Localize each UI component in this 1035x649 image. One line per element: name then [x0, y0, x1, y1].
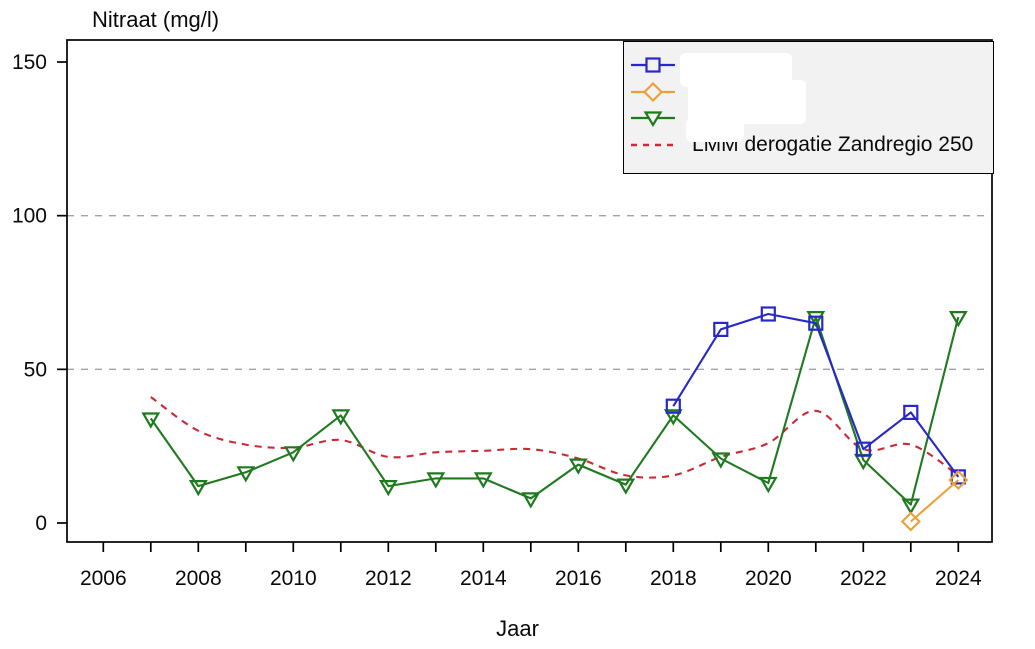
x-tick-label: 2010: [270, 567, 317, 590]
x-tick-label: 2014: [460, 567, 507, 590]
marker-blue-squares-2020: [760, 306, 776, 322]
y-tick-label: 100: [12, 205, 47, 228]
marker-blue-squares-2021: [808, 315, 824, 331]
marker-green-triangles-2016: [568, 458, 588, 475]
series-line-orange-diamonds: [910, 479, 959, 523]
marker-green-triangles-2024: [948, 311, 968, 328]
x-tick-label: 2006: [80, 567, 127, 590]
marker-green-triangles-2023: [901, 498, 921, 515]
chart-title: Nitraat (mg/l): [92, 7, 220, 32]
marker-green-triangles-2014: [473, 472, 493, 489]
x-tick-label: 2012: [365, 567, 412, 590]
redacted-label-patch: [688, 80, 806, 124]
series-line-green-triangles: [149, 316, 960, 506]
legend-row-green: [630, 105, 993, 132]
marker-green-triangles-2009: [236, 466, 256, 483]
marker-green-triangles-2007: [141, 412, 161, 429]
x-tick-label: 2016: [555, 567, 602, 590]
marker-green-triangles-2021: [806, 311, 826, 328]
marker-green-triangles-2017: [616, 478, 636, 495]
x-tick-label: 2008: [175, 567, 222, 590]
legend-box: LMM derogatie Zandregio 250: [623, 41, 994, 174]
x-tick-label: 2022: [840, 567, 887, 590]
y-tick-label: 0: [35, 512, 47, 535]
red-dashed-line-icon: [631, 143, 675, 146]
series-line-blue-squares: [672, 312, 960, 478]
marker-blue-squares-2018: [665, 398, 681, 414]
blue-square-line-icon: [631, 57, 675, 73]
plot-border: [66, 39, 993, 543]
marker-blue-squares-2019: [713, 321, 729, 337]
green-triangle-line-icon: [631, 111, 675, 128]
marker-blue-squares-2022: [855, 441, 871, 457]
x-tick-label: 2020: [745, 567, 792, 590]
y-tick-label: 50: [24, 358, 47, 381]
x-tick-label: 2024: [935, 567, 982, 590]
orange-diamond-line-icon: [631, 81, 675, 102]
y-tick-label: 150: [12, 51, 47, 74]
marker-green-triangles-2015: [521, 492, 541, 509]
marker-green-triangles-2018: [663, 409, 683, 426]
marker-green-triangles-2013: [426, 472, 446, 489]
marker-blue-squares-2023: [903, 404, 919, 420]
x-tick-label: 2018: [650, 567, 697, 590]
series-line-red-reference: [150, 396, 959, 479]
legend-row-lmm: LMM derogatie Zandregio 250: [630, 132, 993, 159]
marker-orange-diamonds-2023: [900, 511, 921, 532]
legend-row-blue: [630, 52, 993, 79]
marker-green-triangles-2008: [188, 480, 208, 497]
redacted-label-patch: [686, 118, 744, 142]
x-axis-title: Jaar: [496, 616, 539, 641]
marker-green-triangles-2012: [378, 480, 398, 497]
marker-green-triangles-2019: [711, 452, 731, 469]
legend-row-orange: [630, 79, 993, 106]
marker-orange-diamonds-2024: [948, 469, 969, 491]
marker-green-triangles-2020: [758, 476, 778, 494]
legend-label-lmm: LMM derogatie Zandregio 250: [692, 132, 974, 156]
marker-green-triangles-2011: [331, 409, 351, 426]
marker-green-triangles-2010: [283, 446, 303, 463]
